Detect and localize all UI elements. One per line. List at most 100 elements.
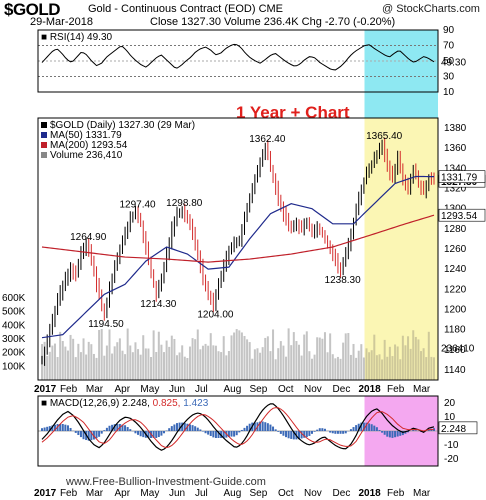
macd-histogram-bar xyxy=(113,424,116,431)
volume-bar xyxy=(316,337,319,380)
macd-histogram-bar xyxy=(66,425,69,431)
price-tick-label: 1180 xyxy=(444,325,466,336)
price-tick-label: 1280 xyxy=(444,224,467,235)
macd-histogram-bar xyxy=(191,425,194,431)
volume-bar xyxy=(72,338,75,380)
price-x-tick: 2017 xyxy=(34,384,57,395)
macd-histogram-bar xyxy=(391,431,394,438)
macd-histogram-bar xyxy=(61,424,64,431)
volume-bar xyxy=(396,346,399,380)
macd-histogram-bar xyxy=(316,429,319,431)
macd-histogram-bar xyxy=(370,424,373,431)
volume-bar xyxy=(87,341,90,380)
macd-histogram-bar xyxy=(46,426,49,431)
volume-bar xyxy=(170,335,173,380)
ma200-line xyxy=(41,214,435,263)
macd-histogram-bar xyxy=(235,431,238,436)
macd-x-tick: 2017 xyxy=(34,488,57,499)
volume-bar xyxy=(347,332,350,380)
volume-bar xyxy=(404,345,407,380)
macd-histogram-bar xyxy=(339,431,342,434)
macd-histogram-bar xyxy=(100,431,103,434)
volume-bar xyxy=(425,357,428,380)
volume-bar xyxy=(339,358,342,380)
volume-bar xyxy=(279,341,282,380)
volume-bar xyxy=(56,357,59,380)
macd-histogram-bar xyxy=(160,431,163,436)
volume-bar xyxy=(383,339,386,380)
price-frame xyxy=(37,117,439,381)
macd-histogram-bar xyxy=(142,431,145,438)
macd-histogram-bar xyxy=(399,431,402,436)
footer-site[interactable]: www.Free-Bullion-Investment-Guide.com xyxy=(66,476,266,488)
legend-swatch xyxy=(41,152,47,158)
legend-swatch xyxy=(41,122,47,128)
chart-date: 29-Mar-2018 xyxy=(30,16,93,28)
price-annotation: 1214.30 xyxy=(140,299,177,310)
macd-histogram-bar xyxy=(69,427,72,431)
volume-bar xyxy=(121,350,124,380)
volume-tick-label: 400K xyxy=(2,320,26,331)
volume-bar xyxy=(92,353,95,380)
volume-bar xyxy=(139,354,142,380)
price-tick-label: 1360 xyxy=(444,143,467,154)
volume-bar xyxy=(277,348,280,380)
volume-bar xyxy=(313,354,316,380)
macd-histogram-bar xyxy=(152,431,155,438)
volume-bar xyxy=(142,335,145,380)
macd-histogram-bar xyxy=(82,431,85,440)
volume-tick-label: 100K xyxy=(2,361,26,372)
macd-tick-label: 10 xyxy=(444,412,456,423)
stockcharts-brand[interactable]: @ StockCharts.com xyxy=(382,3,480,15)
macd-histogram-bar xyxy=(357,423,360,431)
volume-bar xyxy=(305,331,308,380)
volume-bar xyxy=(375,355,378,380)
volume-bar xyxy=(368,352,371,380)
volume-bar xyxy=(173,338,176,380)
volume-bar xyxy=(362,357,365,380)
volume-bar xyxy=(77,343,80,380)
price-x-tick: 2018 xyxy=(359,384,382,395)
macd-x-tick: 2018 xyxy=(359,488,382,499)
volume-bar xyxy=(66,350,69,380)
volume-bar xyxy=(412,330,415,380)
macd-histogram-bar xyxy=(292,431,295,440)
price-right-label-box xyxy=(438,170,486,183)
volume-bar xyxy=(240,332,243,380)
macd-tick-label: 20 xyxy=(444,398,456,409)
price-annotation: 1297.40 xyxy=(119,199,156,210)
price-x-tick: Mar xyxy=(86,384,104,395)
macd-histogram-bar xyxy=(274,429,277,431)
macd-histogram-bar xyxy=(181,422,184,431)
volume-last-label: 236410 xyxy=(441,344,475,355)
macd-histogram-bar xyxy=(79,431,82,438)
macd-legend-signal: 0.825, xyxy=(153,398,184,409)
macd-histogram-bar xyxy=(412,429,415,431)
volume-bar xyxy=(253,349,256,380)
volume-bar xyxy=(144,348,147,380)
macd-signal-line xyxy=(41,407,434,449)
macd-x-tick: Mar xyxy=(413,488,431,499)
macd-histogram-bar xyxy=(41,428,43,431)
volume-bar xyxy=(183,356,186,380)
volume-bar xyxy=(295,341,298,380)
volume-bar xyxy=(287,328,290,380)
chart-description: Gold - Continuous Contract (EOD) CME xyxy=(88,3,284,15)
price-x-tick: Nov xyxy=(304,384,322,395)
volume-bar xyxy=(321,338,324,380)
macd-tick-label: -10 xyxy=(444,440,459,451)
macd-last-label-text: 2.248 xyxy=(441,424,466,435)
volume-bar xyxy=(163,352,166,380)
volume-tick-label: 600K xyxy=(2,293,26,304)
legend-entry: Volume 236,410 xyxy=(50,150,123,161)
macd-histogram-bar xyxy=(290,431,293,439)
volume-bar xyxy=(100,329,103,380)
macd-histogram-bar xyxy=(253,422,256,431)
volume-bar xyxy=(217,351,220,380)
price-annotation: 1362.40 xyxy=(249,134,286,145)
macd-histogram-bar xyxy=(321,428,324,431)
macd-last-label: 2.248 xyxy=(438,421,478,435)
macd-histogram-bar xyxy=(396,431,399,437)
volume-bar xyxy=(222,336,225,380)
volume-bar xyxy=(344,333,347,380)
